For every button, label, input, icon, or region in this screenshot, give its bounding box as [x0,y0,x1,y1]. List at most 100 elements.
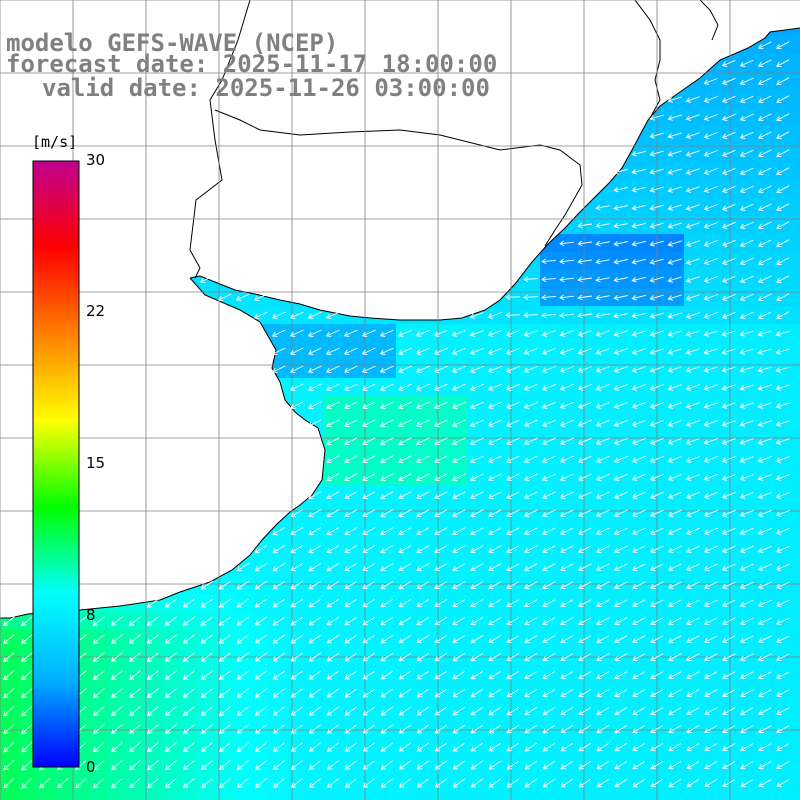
wind-arrow [129,760,141,771]
wind-speed-cell [126,648,145,667]
wind-speed-cell [630,234,649,253]
wind-speed-cell [270,702,289,721]
wind-arrow [739,617,754,625]
wind-arrow [704,671,718,680]
wind-speed-cell [252,648,271,667]
wind-arrow [380,670,394,680]
wind-arrow [578,742,592,752]
wind-speed-cell [108,648,127,667]
wind-speed-cell [774,216,793,235]
wind-arrow [722,707,736,716]
wind-arrow [362,455,376,464]
wind-speed-cell [576,252,595,271]
wind-speed-cell [558,234,577,253]
wind-arrow [613,384,628,391]
wind-arrow [398,581,412,590]
wind-speed-cell [612,360,631,379]
wind-speed-cell [306,630,325,649]
wind-speed-cell [324,702,343,721]
colorbar-unit: [m/s] [32,133,78,151]
wind-speed-cell [432,630,451,649]
wind-speed-cell [774,468,793,487]
wind-arrow [470,617,484,626]
wind-arrow [93,706,105,717]
wind-arrow [506,599,520,608]
wind-arrow [93,777,105,789]
wind-arrow [344,473,358,482]
wind-speed-cell [162,774,181,793]
wind-speed-cell [612,504,631,523]
wind-speed-cell [774,540,793,559]
wind-arrow [613,186,628,193]
wind-speed-cell [756,306,775,325]
wind-arrow [236,616,249,626]
wind-arrow [307,329,322,337]
wind-arrow [685,402,700,409]
wind-arrow [469,491,484,500]
wind-speed-cell [450,558,469,577]
wind-speed-cell [486,648,505,667]
wind-arrow [739,239,754,247]
wind-arrow [667,186,682,193]
wind-speed-cell [702,540,721,559]
wind-speed-cell [414,666,433,685]
wind-arrow [380,581,394,590]
wind-arrow [398,563,412,572]
wind-speed-cell [792,486,800,505]
wind-speed-cell [252,630,271,649]
wind-speed-cell [522,576,541,595]
wind-arrow [577,330,592,337]
wind-speed-cell [414,612,433,631]
wind-arrow [290,706,303,716]
wind-speed-cell [522,360,541,379]
wind-arrow [650,653,664,662]
wind-speed-cell [630,252,649,271]
wind-speed-cell [324,468,343,487]
wind-arrow [380,724,393,734]
wind-arrow [559,240,575,247]
wind-speed-cell [738,666,757,685]
wind-arrow [272,616,286,626]
wind-speed-cell [702,270,721,289]
wind-arrow [578,724,592,734]
wind-arrow [380,778,393,788]
wind-arrow [560,706,574,716]
wind-arrow [271,329,286,337]
wind-arrow [577,258,592,265]
wind-arrow [631,563,646,572]
wind-arrow [667,168,682,175]
wind-speed-cell [432,738,451,757]
wind-speed-cell [522,378,541,397]
colorbar-tick-label: 22 [86,302,106,320]
wind-speed-cell [558,756,577,775]
wind-arrow [775,510,790,517]
wind-arrow [577,312,592,319]
wind-speed-cell [468,648,487,667]
wind-speed-cell [648,432,667,451]
wind-speed-cell [630,576,649,595]
wind-speed-cell [324,792,343,800]
wind-arrow [380,473,394,482]
wind-speed-cell [738,342,757,361]
wind-speed-cell [630,432,649,451]
wind-speed-cell [684,108,703,127]
wind-arrow [703,330,718,337]
wind-arrow [596,778,610,788]
wind-speed-cell [792,234,800,253]
wind-arrow [685,258,700,265]
wind-speed-cell [720,432,739,451]
wind-speed-cell [630,720,649,739]
wind-speed-cell [576,720,595,739]
wind-arrow [667,222,682,229]
wind-arrow [559,258,575,265]
wind-speed-cell [324,630,343,649]
wind-arrow [739,330,754,337]
wind-arrow [776,167,790,176]
wind-speed-cell [414,378,433,397]
wind-speed-cell [612,648,631,667]
wind-arrow [488,599,502,608]
wind-arrow [613,491,628,499]
wind-arrow [344,509,358,518]
wind-arrow [740,743,754,752]
wind-arrow [2,616,15,626]
